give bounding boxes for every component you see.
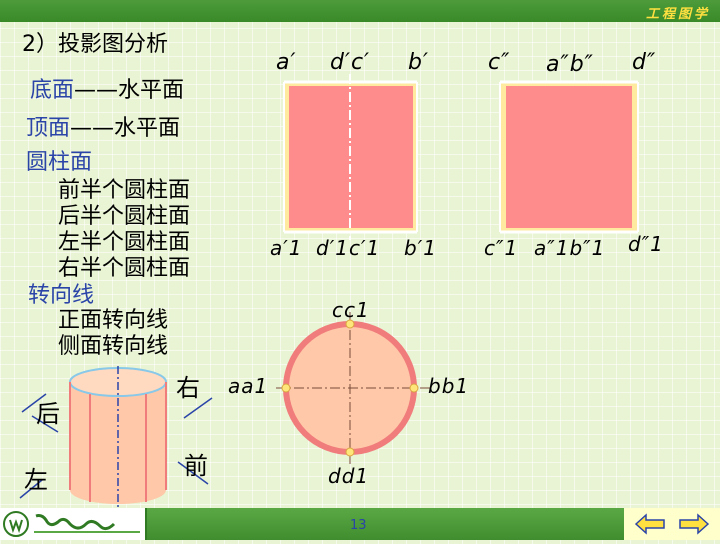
right-arrow-icon <box>679 513 710 535</box>
front-label-d1c1: d′1c′1 <box>316 236 381 260</box>
contour-lines-term: 转向线 <box>28 283 95 308</box>
top-label-dd1: dd1 <box>328 464 370 488</box>
point-c <box>345 319 355 329</box>
side-view-fill <box>506 86 632 228</box>
top-face-desc: ——水平面 <box>70 116 181 141</box>
front-label-dc: d′c′ <box>330 50 371 75</box>
front-contour-term: 正面转向线 <box>58 308 169 333</box>
arrow-right <box>183 397 213 419</box>
cylinder-3d-illustration <box>19 366 213 512</box>
front-view-projection <box>283 74 418 240</box>
top-label-bb1: bb1 <box>428 374 470 398</box>
front-label-a: a′ <box>276 50 297 75</box>
cylinder-label-left: 左 <box>24 466 49 494</box>
side-label-ab: a″b″ <box>546 52 594 77</box>
side-label-c1: c″1 <box>484 236 519 260</box>
side-contour-term: 侧面转向线 <box>58 334 169 359</box>
front-half-term: 前半个圆柱面 <box>58 178 191 203</box>
arrow-back-left <box>31 415 59 433</box>
arrow-front <box>177 461 209 485</box>
prev-button[interactable] <box>632 512 668 536</box>
cylinder-face-term: 圆柱面 <box>26 150 93 175</box>
header-bar <box>0 0 720 22</box>
side-label-d1: d″1 <box>628 232 664 256</box>
front-label-a1: a′1 <box>270 236 303 260</box>
left-arrow-icon <box>634 513 665 535</box>
bottom-face-term: 底面——水平面 <box>30 78 184 104</box>
next-button[interactable] <box>676 512 712 536</box>
left-half-term: 左半个圆柱面 <box>58 230 191 255</box>
course-title: 工程图学 <box>645 7 710 22</box>
bottom-face-desc: ——水平面 <box>74 78 185 103</box>
top-view-projection <box>276 312 430 464</box>
school-logo <box>0 508 147 540</box>
point-b <box>409 383 419 393</box>
slide-title: 2）投影图分析 <box>22 32 168 57</box>
point-d <box>345 447 355 457</box>
cylinder-label-back: 后 <box>36 400 61 428</box>
front-label-b1: b′1 <box>404 236 437 260</box>
cylinder-label-front: 前 <box>184 452 209 480</box>
side-label-d: d″ <box>632 50 657 75</box>
cylinder-label-right: 右 <box>176 374 201 402</box>
arrow-back <box>21 393 47 413</box>
top-face-label: 顶面 <box>26 116 71 141</box>
side-label-c: c″ <box>488 50 511 75</box>
bottom-face-label: 底面 <box>30 78 75 103</box>
right-half-term: 右半个圆柱面 <box>58 256 191 281</box>
front-label-b: b′ <box>408 50 429 75</box>
top-face-term: 顶面——水平面 <box>26 116 180 142</box>
point-a <box>281 383 291 393</box>
side-view-projection <box>499 80 639 234</box>
top-label-cc1: cc1 <box>332 298 370 322</box>
arrow-left <box>19 479 43 499</box>
page-number: 13 <box>350 518 367 533</box>
side-label-a1b1: a″1b″1 <box>534 236 606 260</box>
top-label-aa1: aa1 <box>228 374 269 398</box>
back-half-term: 后半个圆柱面 <box>58 204 191 229</box>
